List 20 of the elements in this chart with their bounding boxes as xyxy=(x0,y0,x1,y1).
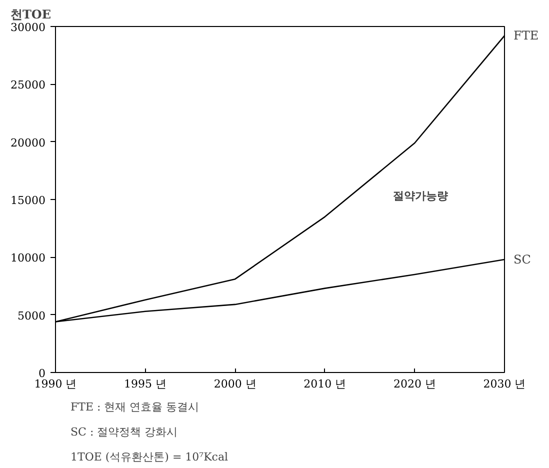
x-tick-label: 1995 년 xyxy=(124,378,167,390)
y-axis-title: 천TOE xyxy=(10,8,52,22)
series-label: SC xyxy=(514,252,531,266)
x-tick-label: 2010 년 xyxy=(304,378,346,390)
text: FTE : 현재 연효율 동결시 xyxy=(70,400,200,414)
x-tick-label: 2020 년 xyxy=(393,378,436,390)
text: SC : 절약정책 강화시 xyxy=(70,426,178,438)
y-tick-label: 0 xyxy=(38,367,46,380)
series-label: FTE xyxy=(514,28,539,43)
text: 1TOE (석유환산톤) = 10⁷Kcal xyxy=(70,450,229,464)
y-tick-label: 15000 xyxy=(10,194,46,207)
annotation: 절약가능량 xyxy=(393,190,448,202)
y-tick-label: 20000 xyxy=(10,136,46,150)
y-tick-label: 5000 xyxy=(18,309,46,322)
x-tick-label: 1990 년 xyxy=(34,378,77,390)
x-tick-label: 2030 년 xyxy=(483,378,526,390)
x-tick-label: 2000 년 xyxy=(214,378,256,390)
y-tick-label: 10000 xyxy=(10,252,46,265)
y-tick-label: 30000 xyxy=(10,21,46,34)
y-tick-label: 25000 xyxy=(10,78,46,92)
